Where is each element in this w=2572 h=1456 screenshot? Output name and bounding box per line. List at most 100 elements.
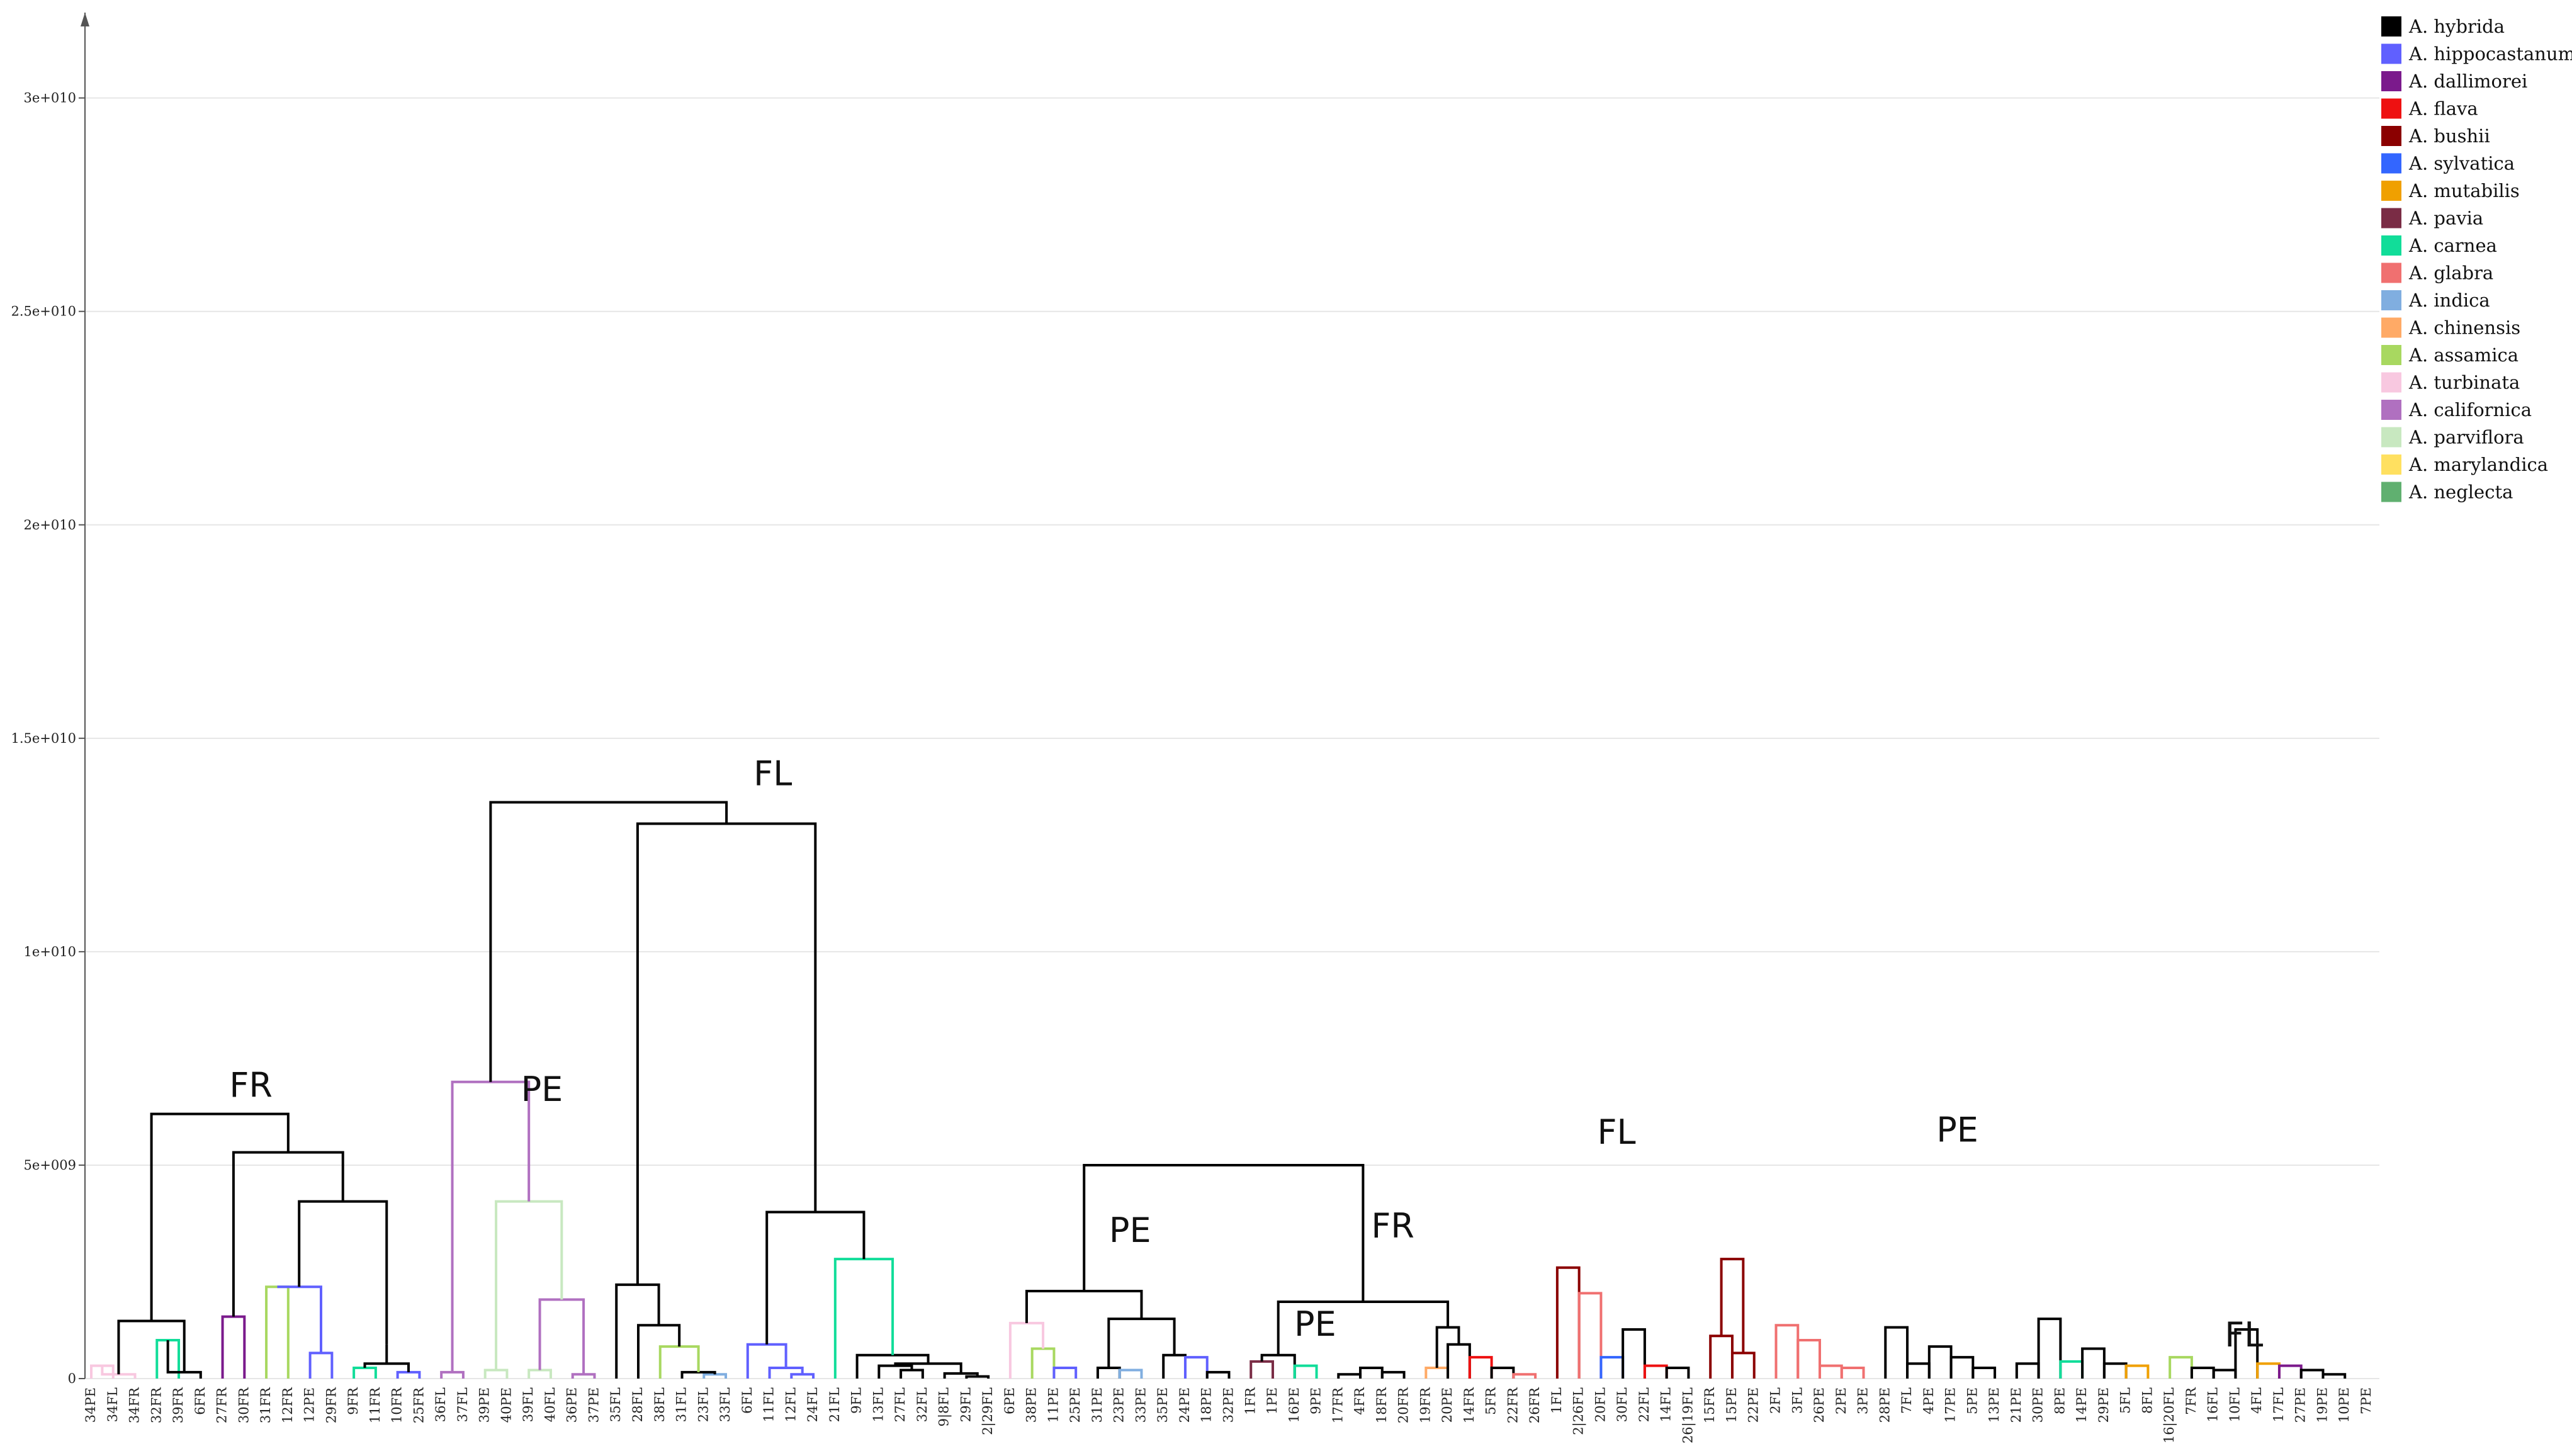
leaf-label: 9FL: [849, 1387, 864, 1414]
leaf-label: 14PE: [2074, 1387, 2089, 1423]
leaf-label: 10FL: [2227, 1387, 2242, 1422]
dendrogram-link: [2037, 1318, 2062, 1379]
leaf-label: 26PE: [1812, 1387, 1827, 1423]
dendrogram-link: [2015, 1362, 2040, 1379]
dendrogram-link: [833, 1258, 894, 1379]
legend-swatch: [2381, 126, 2401, 146]
legend-swatch: [2381, 235, 2401, 256]
leaf-label: 32FR: [149, 1387, 164, 1423]
leaf-label: 10FR: [390, 1387, 405, 1423]
leaf-label: 21FL: [827, 1387, 842, 1422]
dendrogram-link: [1052, 1367, 1078, 1379]
dendrogram-link: [265, 1285, 290, 1379]
leaf-label: 10PE: [2337, 1387, 2352, 1423]
dendrogram-link: [396, 1370, 421, 1379]
dendrogram-link: [877, 1364, 913, 1379]
legend-entry: A. glabra: [2408, 262, 2493, 284]
leaf-label: 35FL: [608, 1387, 623, 1422]
legend-swatch: [2381, 153, 2401, 174]
leaf-label: 40PE: [499, 1387, 514, 1423]
leaf-label: 8FL: [2140, 1387, 2155, 1414]
leaf-label: 20PE: [1440, 1387, 1455, 1423]
dendrogram-link: [495, 1200, 563, 1370]
legend-swatch: [2381, 290, 2401, 310]
leaf-label: 30FL: [1615, 1387, 1630, 1422]
leaf-label: 17FL: [2271, 1387, 2286, 1422]
dendrogram-link: [363, 1362, 410, 1372]
legend-entry: A. sylvatica: [2408, 153, 2515, 174]
leaf-label: 2PE: [1834, 1387, 1849, 1414]
legend-swatch: [2381, 262, 2401, 283]
dendrogram-link: [2277, 1364, 2303, 1379]
dendrogram-link: [1260, 1353, 1296, 1379]
dendrogram-link: [489, 801, 728, 1082]
y-tick-label: 5e+009: [24, 1158, 76, 1173]
dendrogram-link: [117, 1319, 186, 1375]
cluster-label: PE: [521, 1069, 563, 1109]
dendrogram-link: [1884, 1326, 1909, 1379]
leaf-label: 12PE: [302, 1387, 317, 1423]
leaf-label: 9|8FL: [937, 1387, 952, 1426]
y-tick-label: 1.5e+010: [11, 731, 76, 746]
leaf-label: 36PE: [565, 1387, 580, 1423]
legend-entry: A. marylandica: [2408, 454, 2548, 475]
leaf-label: 9FR: [346, 1387, 361, 1415]
leaf-label: 25FR: [411, 1387, 426, 1423]
dendrogram-link: [1183, 1356, 1209, 1379]
leaf-label: 11PE: [1046, 1387, 1061, 1423]
leaf-label: 11FR: [368, 1387, 383, 1423]
leaf-label: 34FR: [127, 1387, 142, 1423]
leaf-label: 7FR: [2184, 1387, 2199, 1415]
y-tick-label: 2e+010: [24, 517, 76, 533]
leaf-label: 12FR: [280, 1387, 295, 1423]
cluster-labels: FR PE FL PE FR PE FL PE FL: [229, 753, 2263, 1355]
leaf-label: 1FL: [1549, 1387, 1564, 1414]
dendrogram-link: [571, 1373, 596, 1379]
leaf-label: 14FR: [1462, 1387, 1477, 1423]
leaf-label: 13PE: [1987, 1387, 2002, 1423]
leaf-label: 16PE: [1287, 1387, 1302, 1423]
leaf-label: 37FL: [455, 1387, 470, 1422]
leaf-label: 37PE: [586, 1387, 601, 1423]
y-tick-label: 3e+010: [24, 91, 76, 106]
legend-entry: A. californica: [2408, 399, 2532, 420]
legend-entry: A. bushii: [2408, 125, 2490, 147]
legend-entry: A. hybrida: [2408, 16, 2505, 37]
legend-swatch: [2381, 317, 2401, 338]
legend-swatch: [2381, 208, 2401, 229]
leaf-label: 6FR: [193, 1387, 208, 1415]
dendrogram-link: [1730, 1352, 1756, 1379]
cluster-label: FL: [753, 753, 792, 793]
dendrogram-link: [538, 1298, 585, 1375]
dendrogram-link: [1008, 1321, 1045, 1379]
cluster-label: PE: [1294, 1304, 1336, 1344]
leaf-label: 6PE: [1002, 1387, 1017, 1414]
leaf-label: 39PE: [477, 1387, 492, 1423]
leaf-label: 36FL: [433, 1387, 448, 1422]
leaf-label: 24PE: [1177, 1387, 1192, 1423]
leaf-label: 11FL: [762, 1387, 777, 1422]
dendrogram-link: [1083, 1163, 1365, 1302]
dendrogram-link: [527, 1369, 552, 1379]
cluster-label: FL: [2225, 1315, 2263, 1355]
legend-swatch: [2381, 181, 2401, 201]
dendrogram-link: [1359, 1367, 1384, 1379]
dendrogram-link: [1599, 1356, 1625, 1379]
leaf-label: 33PE: [1133, 1387, 1148, 1423]
legend-entry: A. assamica: [2408, 344, 2518, 366]
dendrogram-link: [298, 1200, 388, 1345]
dendrogram-link: [1577, 1292, 1603, 1379]
leaf-label: 31FL: [674, 1387, 689, 1422]
leaf-label: 23FL: [696, 1387, 711, 1422]
dendrogram-link: [702, 1373, 728, 1379]
leaf-label: 6FL: [740, 1387, 755, 1414]
legend-entry: A. flava: [2408, 98, 2478, 120]
dendrogram-link: [680, 1370, 716, 1379]
dendrogram-link: [440, 1370, 465, 1379]
dendrogram-link: [2256, 1362, 2281, 1379]
dendrogram-link: [308, 1352, 334, 1379]
leaf-label: 30PE: [2031, 1387, 2046, 1423]
dendrogram-link: [658, 1345, 700, 1379]
